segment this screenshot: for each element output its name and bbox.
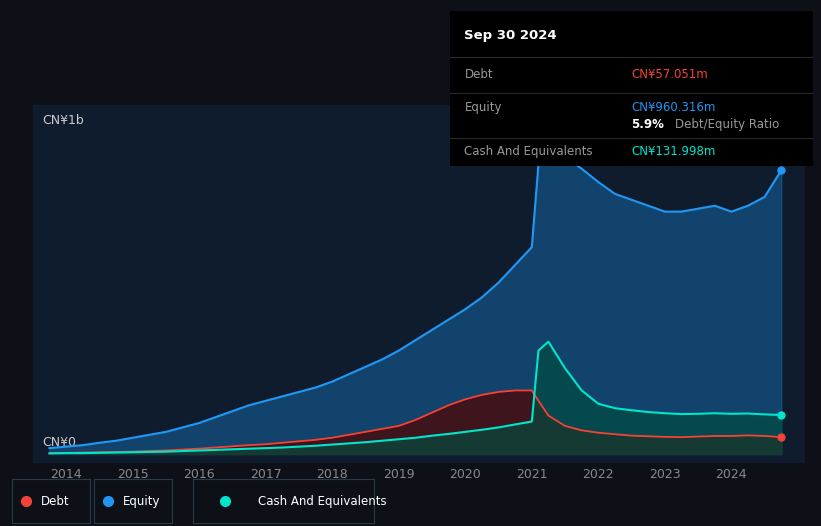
- Text: Equity: Equity: [122, 494, 160, 508]
- Text: CN¥0: CN¥0: [42, 436, 76, 449]
- Text: Debt/Equity Ratio: Debt/Equity Ratio: [675, 118, 779, 131]
- Text: Equity: Equity: [465, 101, 502, 114]
- Text: Cash And Equivalents: Cash And Equivalents: [465, 145, 593, 158]
- Text: CN¥57.051m: CN¥57.051m: [631, 68, 708, 82]
- Text: CN¥960.316m: CN¥960.316m: [631, 101, 716, 114]
- Text: CN¥131.998m: CN¥131.998m: [631, 145, 716, 158]
- Text: CN¥1b: CN¥1b: [42, 114, 84, 127]
- Text: Cash And Equivalents: Cash And Equivalents: [258, 494, 387, 508]
- Text: 5.9%: 5.9%: [631, 118, 664, 131]
- Text: Sep 30 2024: Sep 30 2024: [465, 29, 557, 42]
- Text: Debt: Debt: [465, 68, 493, 82]
- Text: Debt: Debt: [40, 494, 69, 508]
